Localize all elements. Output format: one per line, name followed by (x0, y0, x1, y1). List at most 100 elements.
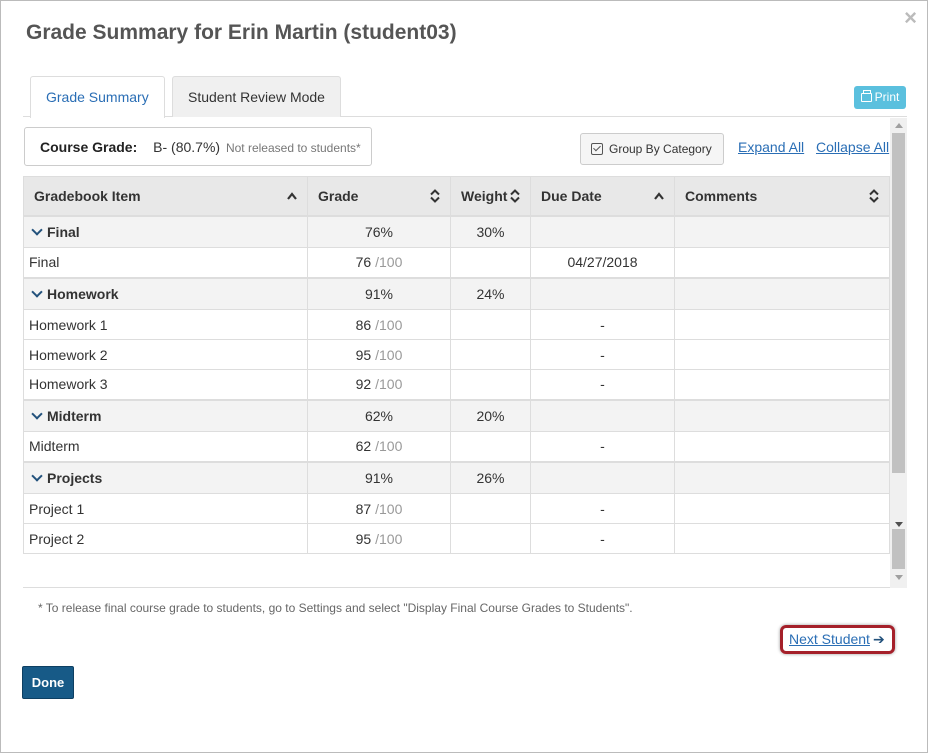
category-name-cell[interactable]: Midterm (23, 398, 308, 432)
column-header-label: Gradebook Item (34, 187, 141, 204)
table-header-row: Gradebook Item Grade Weight Due Date Com… (23, 176, 890, 216)
print-label: Print (874, 90, 900, 104)
column-header-gradebook-item[interactable]: Gradebook Item (23, 176, 308, 216)
sort-both-icon (430, 189, 440, 203)
item-score: 86 (355, 316, 372, 333)
tab-bar: Grade Summary Student Review Mode (23, 76, 907, 118)
item-due-date: - (530, 523, 675, 554)
outer-scroll-down-arrow-icon[interactable] (895, 575, 903, 580)
column-header-due-date[interactable]: Due Date (530, 176, 675, 216)
item-name: Homework 2 (23, 339, 308, 370)
item-weight (450, 369, 531, 400)
table-row: Homework 2 95 /100 - (23, 339, 890, 370)
item-out-of: /100 (375, 530, 403, 547)
column-header-weight[interactable]: Weight (450, 176, 531, 216)
category-due-date (530, 214, 675, 248)
table-row: Homework 3 92 /100 - (23, 369, 890, 400)
outer-scrollbar-thumb[interactable] (892, 529, 905, 569)
category-weight: 24% (450, 276, 531, 310)
item-name: Homework 1 (23, 309, 308, 340)
table-row: Homework 1 86 /100 - (23, 309, 890, 340)
item-weight (450, 523, 531, 554)
column-header-label: Due Date (541, 187, 602, 204)
item-due-date: - (530, 493, 675, 524)
category-name: Midterm (47, 407, 102, 424)
sort-both-icon (869, 189, 879, 203)
arrow-right-icon: ➔ (872, 631, 885, 647)
item-out-of: /100 (375, 316, 403, 333)
item-weight (450, 493, 531, 524)
category-name-cell[interactable]: Final (23, 214, 308, 248)
item-due-date: - (530, 339, 675, 370)
item-score: 92 (355, 376, 372, 393)
item-name: Homework 3 (23, 369, 308, 400)
item-due-date: - (530, 369, 675, 400)
item-score: 95 (355, 346, 372, 363)
column-header-grade[interactable]: Grade (307, 176, 451, 216)
vertical-scrollbar[interactable] (890, 118, 907, 588)
close-icon[interactable]: × (904, 5, 917, 30)
item-grade: 95 /100 (307, 523, 451, 554)
item-grade: 76 /100 (307, 247, 451, 278)
category-name: Projects (47, 469, 103, 486)
category-due-date (530, 276, 675, 310)
sort-asc-icon (654, 192, 664, 200)
category-row-final[interactable]: Final 76% 30% (23, 214, 890, 248)
tab-student-review-mode[interactable]: Student Review Mode (172, 76, 341, 117)
print-icon (860, 90, 872, 102)
category-row-projects[interactable]: Projects 91% 26% (23, 460, 890, 494)
item-comments (674, 523, 890, 554)
next-student-label: Next Student (789, 631, 870, 647)
group-by-category-label: Group By Category (609, 142, 712, 156)
item-out-of: /100 (375, 254, 403, 271)
chevron-down-icon[interactable] (31, 286, 43, 298)
expand-all-link[interactable]: Expand All (738, 139, 805, 155)
category-weight: 26% (450, 460, 531, 494)
item-out-of: /100 (375, 500, 403, 517)
collapse-all-link[interactable]: Collapse All (816, 139, 890, 155)
print-button[interactable]: Print (854, 86, 906, 109)
column-header-comments[interactable]: Comments (674, 176, 890, 216)
item-name: Final (23, 247, 308, 278)
category-grade: 62% (307, 398, 451, 432)
gradebook-table: Gradebook Item Grade Weight Due Date Com… (23, 176, 890, 554)
chevron-down-icon[interactable] (31, 224, 43, 236)
category-due-date (530, 398, 675, 432)
item-weight (450, 309, 531, 340)
course-grade-note: Not released to students* (225, 141, 361, 155)
category-grade: 91% (307, 276, 451, 310)
footnote: * To release final course grade to stude… (38, 601, 633, 615)
course-grade-box: Course Grade: B- (80.7%) Not released to… (24, 127, 372, 166)
chevron-down-icon[interactable] (31, 470, 43, 482)
category-name: Homework (47, 285, 119, 302)
table-row: Project 1 87 /100 - (23, 493, 890, 524)
item-grade: 62 /100 (307, 431, 451, 462)
item-due-date: - (530, 431, 675, 462)
scroll-down-arrow-icon[interactable] (895, 522, 903, 527)
item-grade: 87 /100 (307, 493, 451, 524)
chevron-down-icon[interactable] (31, 408, 43, 420)
category-name-cell[interactable]: Homework (23, 276, 308, 310)
column-header-label: Comments (685, 187, 758, 204)
item-comments (674, 339, 890, 370)
sort-asc-icon (287, 192, 297, 200)
category-name-cell[interactable]: Projects (23, 460, 308, 494)
done-button[interactable]: Done (22, 666, 74, 699)
item-out-of: /100 (375, 438, 403, 455)
item-score: 76 (355, 254, 372, 271)
scroll-up-arrow-icon[interactable] (895, 123, 903, 128)
category-row-homework[interactable]: Homework 91% 24% (23, 276, 890, 310)
group-by-category-button[interactable]: Group By Category (580, 133, 724, 165)
item-name: Midterm (23, 431, 308, 462)
scrollbar-thumb[interactable] (892, 133, 905, 473)
table-row: Midterm 62 /100 - (23, 431, 890, 462)
category-row-midterm[interactable]: Midterm 62% 20% (23, 398, 890, 432)
next-student-link[interactable]: Next Student ➔ (780, 625, 895, 654)
item-comments (674, 309, 890, 340)
course-grade-label: Course Grade: (40, 139, 138, 155)
tab-grade-summary[interactable]: Grade Summary (30, 76, 165, 118)
item-comments (674, 493, 890, 524)
course-grade-value: B- (80.7%) (153, 139, 221, 155)
category-name: Final (47, 223, 80, 240)
